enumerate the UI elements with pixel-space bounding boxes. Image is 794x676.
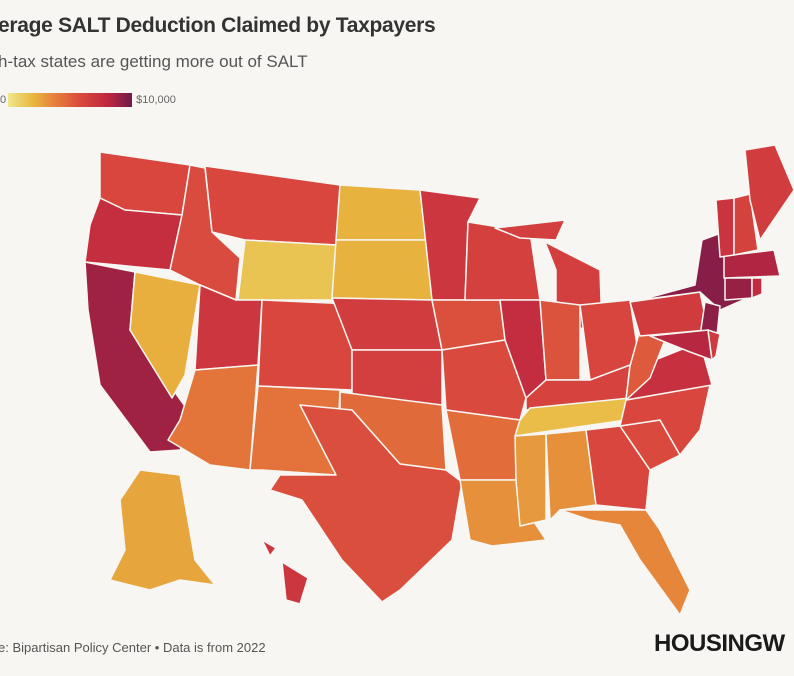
state-ri xyxy=(751,277,763,299)
legend-max-label: $10,000 xyxy=(136,94,176,106)
state-me xyxy=(744,144,794,241)
state-wv xyxy=(625,329,666,401)
state-nv xyxy=(129,271,201,399)
state-ne xyxy=(331,297,443,351)
state-sd xyxy=(331,239,433,301)
state-tx xyxy=(269,404,463,603)
state-az xyxy=(167,364,259,471)
color-legend: 0 $10,000 xyxy=(0,92,176,108)
state-ma xyxy=(723,249,781,279)
map-title: erage SALT Deduction Claimed by Taxpayer… xyxy=(0,14,436,37)
legend-gradient-bar xyxy=(8,93,133,107)
state-ak xyxy=(109,469,216,591)
state-ct xyxy=(724,277,753,301)
state-vt xyxy=(715,197,735,258)
state-mi xyxy=(494,219,566,241)
state-in xyxy=(539,299,581,381)
state-nd xyxy=(335,184,427,241)
source-note: e: Bipartisan Policy Center • Data is fr… xyxy=(0,640,266,655)
state-wy xyxy=(237,239,337,301)
state-al xyxy=(545,429,597,521)
state-hi xyxy=(261,539,277,557)
state-fl xyxy=(559,509,691,616)
state-de xyxy=(707,329,721,361)
state-ms xyxy=(514,433,547,527)
legend-min-label: 0 xyxy=(0,94,7,106)
state-hi xyxy=(281,561,309,605)
state-pa xyxy=(629,291,709,337)
state-mt xyxy=(204,165,341,246)
state-ar xyxy=(445,409,521,481)
map-subtitle: h-tax states are getting more out of SAL… xyxy=(0,52,308,71)
state-mo xyxy=(441,339,527,421)
housingwire-logo: HOUSINGW xyxy=(654,630,785,657)
